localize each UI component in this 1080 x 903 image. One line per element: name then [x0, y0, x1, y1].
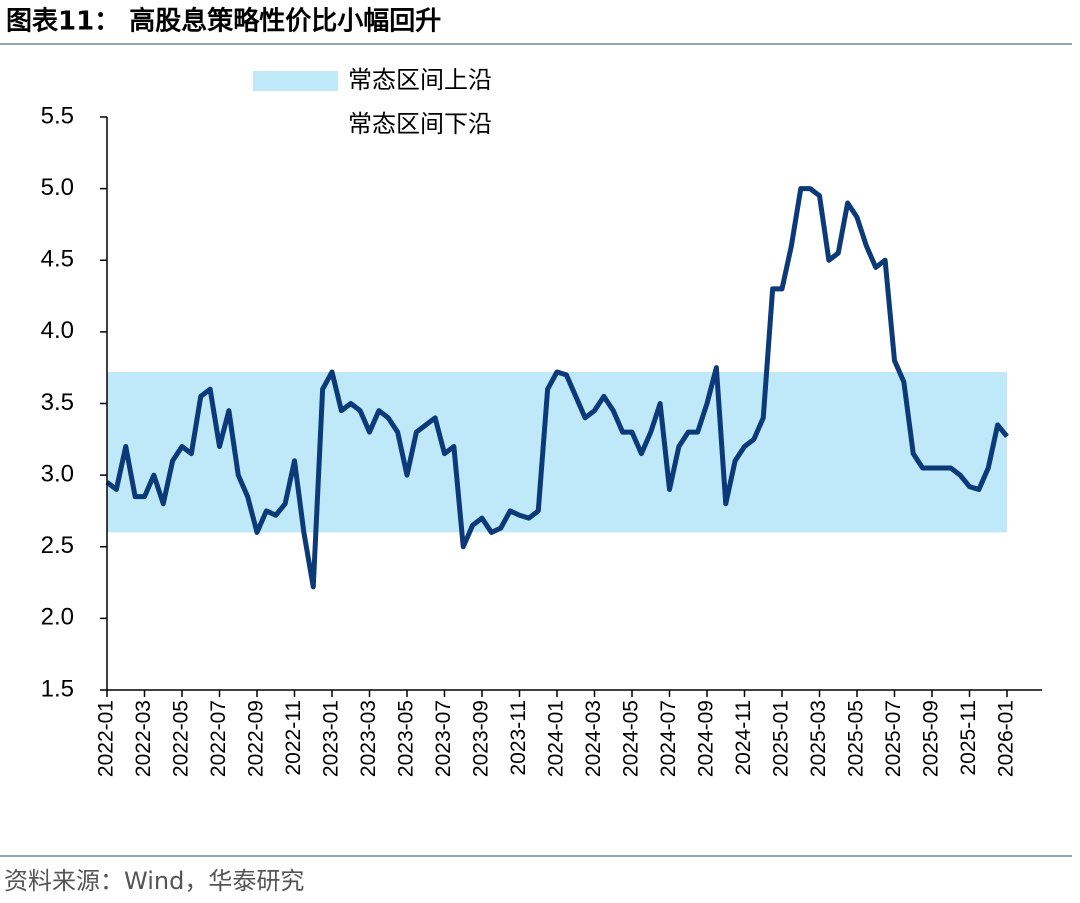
chart-title: 图表11： 高股息策略性价比小幅回升	[6, 6, 441, 37]
y-tick-label: 3.5	[41, 389, 74, 416]
y-tick-label: 3.0	[41, 460, 74, 487]
x-tick-label: 2023-09	[470, 700, 493, 777]
x-tick-label: 2023-11	[507, 700, 530, 776]
x-tick-label: 2022-11	[282, 700, 305, 776]
legend-label: 常态区间下沿	[348, 110, 492, 138]
y-tick-label: 2.0	[41, 604, 74, 631]
y-tick-label: 4.0	[41, 317, 74, 344]
x-tick-label: 2025-11	[957, 700, 980, 776]
x-tick-label: 2022-01	[95, 700, 118, 777]
line	[105, 186, 1009, 590]
x-tick-label: 2024-01	[545, 700, 568, 777]
x-tick-label: 2024-03	[582, 700, 605, 777]
legend-swatch	[253, 71, 338, 91]
y-tick-label: 2.5	[41, 532, 74, 559]
legend-label: 常态区间上沿	[348, 66, 492, 94]
x-tick-label: 2024-05	[620, 700, 643, 777]
legend-swatch	[253, 115, 338, 135]
x-tick-label: 2024-11	[732, 700, 755, 776]
y-tick-label: 4.5	[41, 246, 74, 273]
x-tick-label: 2024-09	[695, 700, 718, 777]
x-tick-label: 2023-01	[320, 700, 343, 777]
y-tick-label: 1.5	[41, 675, 74, 702]
x-tick-label: 2025-05	[845, 700, 868, 777]
band-area	[107, 532, 1007, 690]
x-tick-label: 2025-01	[770, 700, 793, 777]
plot: 1.5 2.0 2.5 3.0 3.5 4.0 4.5 5.0 5.5 2022-01 2022-0…	[41, 66, 1042, 777]
y-tick-label: 5.5	[41, 102, 74, 129]
x-tick-label: 2022-09	[245, 700, 268, 777]
x-tick-label: 2023-07	[432, 700, 455, 777]
x-tick-label: 2023-05	[395, 700, 418, 777]
x-tick-label: 2022-07	[207, 700, 230, 777]
x-tick-label: 2025-03	[807, 700, 830, 777]
x-tick-label: 2026-01	[995, 700, 1018, 777]
x-tick-label: 2025-09	[920, 700, 943, 777]
x-tick-label: 2022-03	[132, 700, 155, 777]
x-tick-label: 2024-07	[657, 700, 680, 777]
y-tick-label: 5.0	[41, 174, 74, 201]
x-tick-label: 2023-03	[357, 700, 380, 777]
source: 资料来源：Wind，华泰研究	[4, 867, 304, 895]
x-tick-label: 2025-07	[882, 700, 905, 777]
x-tick-label: 2022-05	[170, 700, 193, 777]
